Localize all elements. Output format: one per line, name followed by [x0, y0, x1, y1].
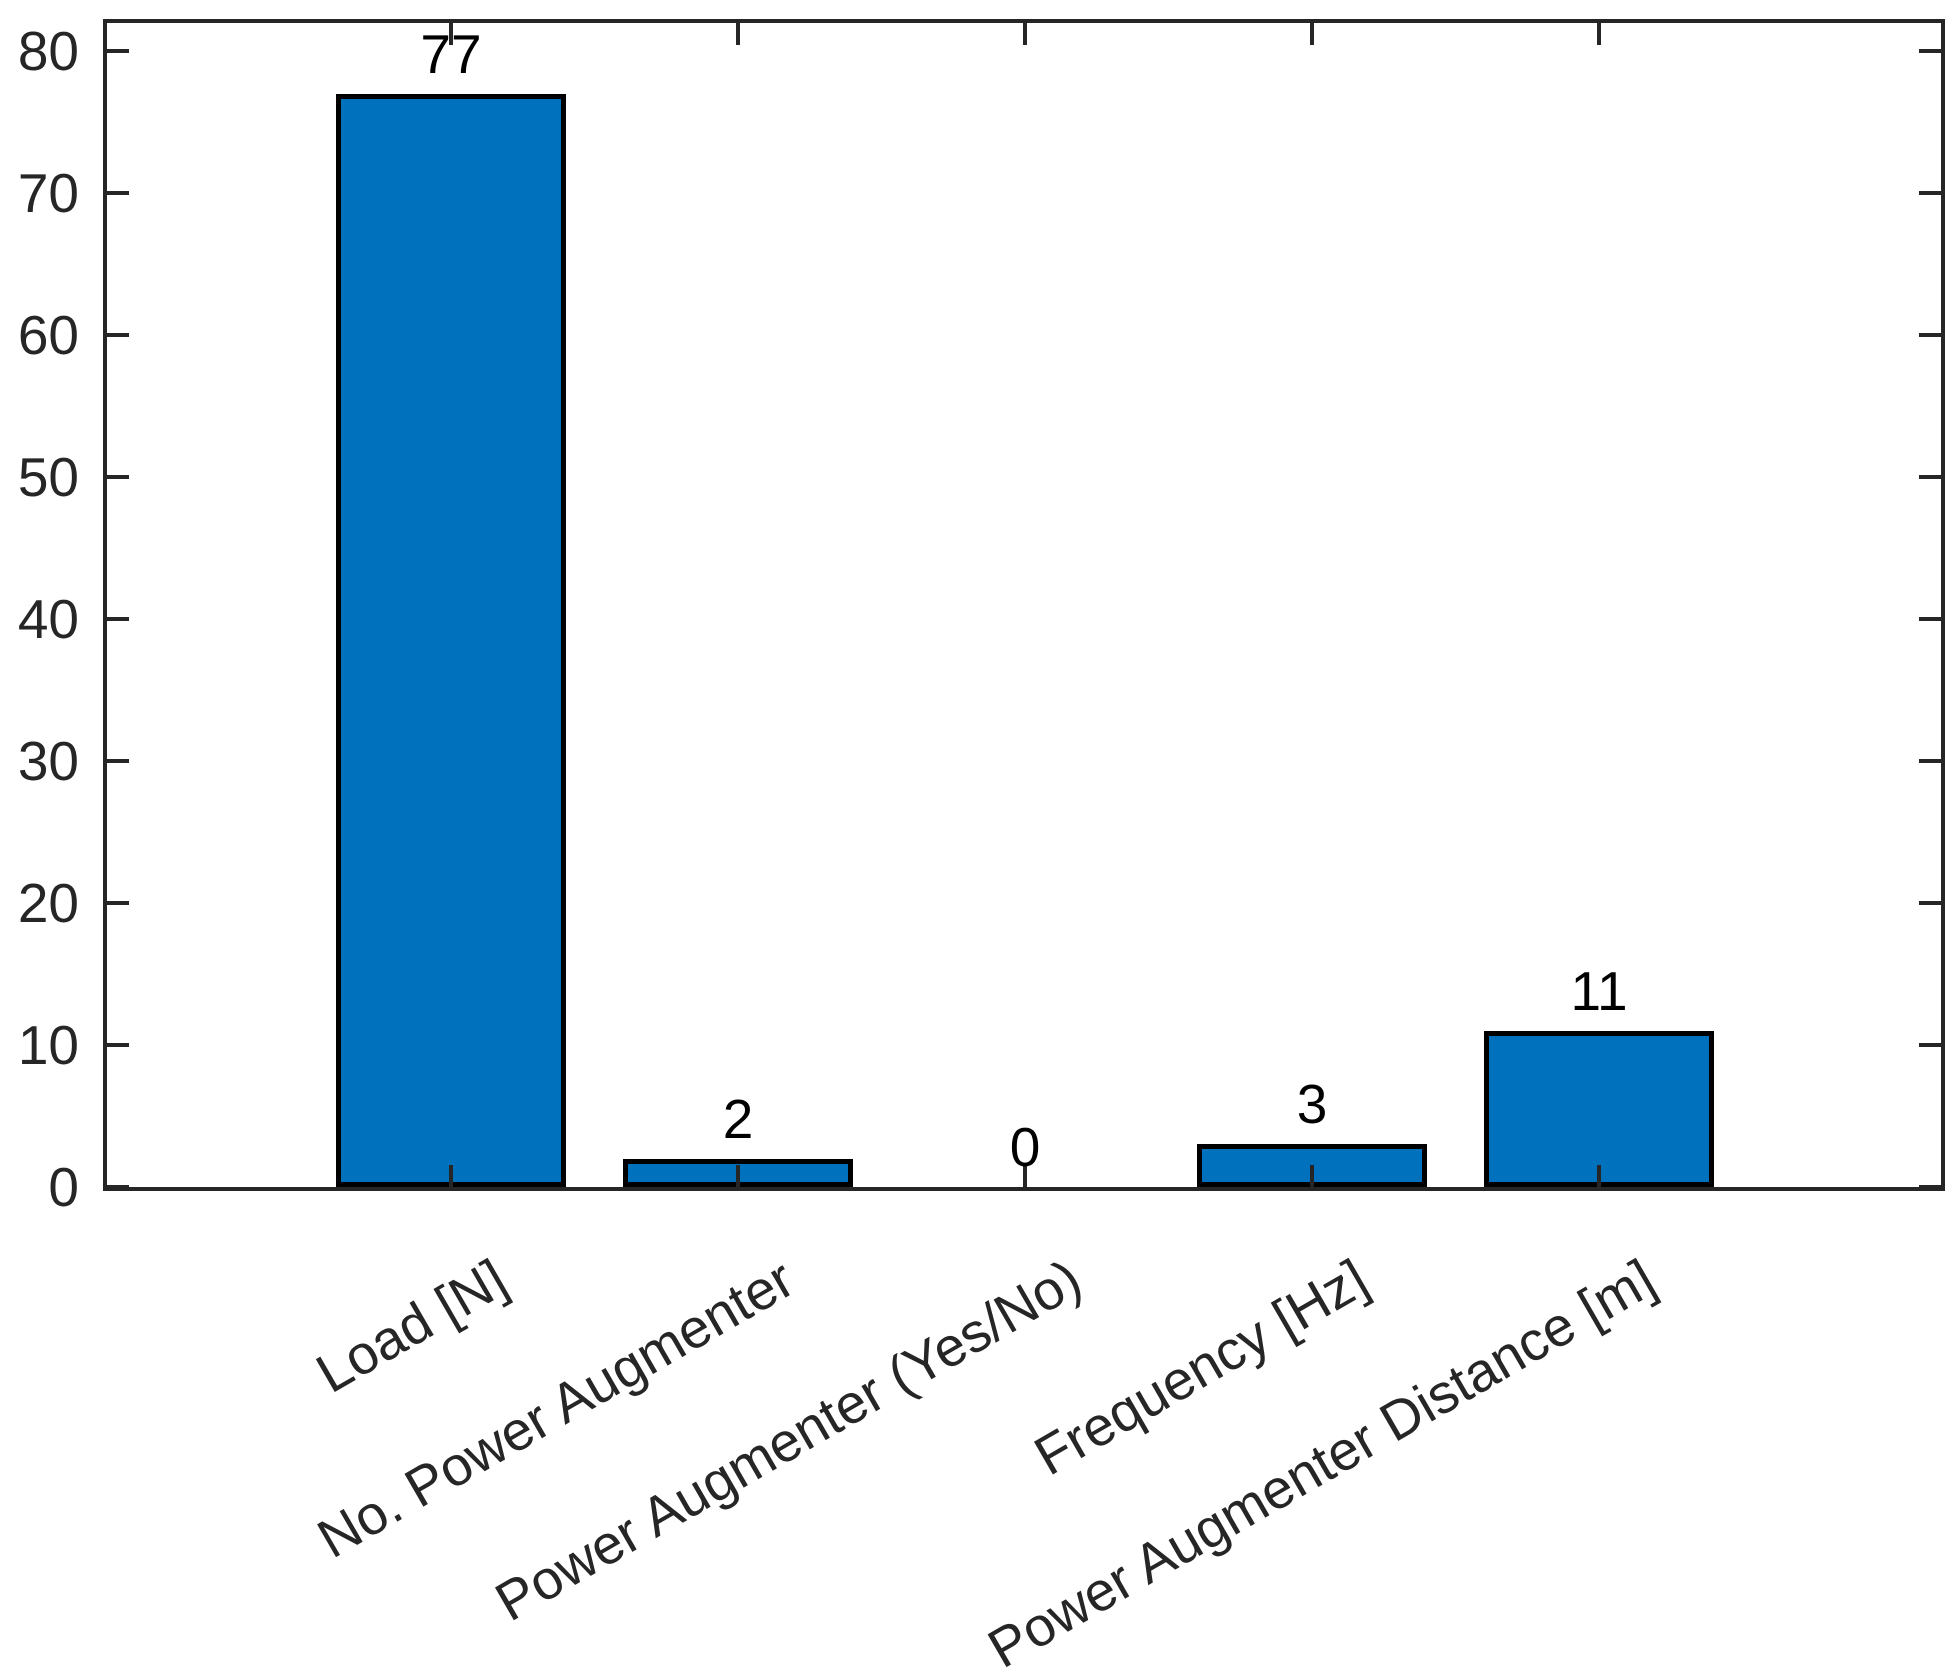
- y-axis-tick-right: [1919, 901, 1941, 906]
- x-axis-tick-top: [736, 23, 740, 45]
- y-axis-tick-right: [1919, 759, 1941, 764]
- y-tick-label: 10: [17, 1014, 79, 1077]
- x-axis-tick-bottom: [1023, 1165, 1027, 1187]
- y-axis-tick-right: [1919, 1043, 1941, 1048]
- y-axis-tick-right: [1919, 1185, 1941, 1189]
- x-tick-label: No. Power Augmenter: [307, 1247, 804, 1570]
- bar-value-label: 2: [722, 1087, 754, 1150]
- y-axis-tick-left: [107, 333, 129, 338]
- bar-value-label: 0: [1009, 1116, 1041, 1178]
- y-axis-tick-left: [107, 759, 129, 764]
- x-axis-tick-top: [449, 23, 453, 45]
- y-tick-label: 40: [17, 588, 79, 651]
- y-axis-tick-left: [107, 1043, 129, 1048]
- y-axis-tick-left: [107, 191, 129, 196]
- y-tick-label: 80: [17, 20, 79, 83]
- x-tick-label: Load [N]: [305, 1247, 517, 1405]
- y-tick-label: 60: [17, 304, 79, 367]
- bar-value-label: 3: [1296, 1073, 1328, 1136]
- y-axis-tick-right: [1919, 475, 1941, 480]
- x-axis-tick-top: [1310, 23, 1314, 45]
- y-axis-tick-right: [1919, 191, 1941, 196]
- plot-area: 0 10 20 30 40 50 60 70 80 77 Load [N] 2 No. Power Au…: [18, 19, 1945, 1672]
- y-tick-label: 70: [17, 162, 79, 225]
- bar-value-label: 11: [1570, 959, 1628, 1022]
- y-axis-tick-left: [107, 901, 129, 906]
- y-tick-label: 0: [48, 1156, 79, 1218]
- y-axis-tick-right: [1919, 617, 1941, 622]
- y-axis-tick-left: [107, 617, 129, 622]
- y-axis-tick-right: [1919, 333, 1941, 338]
- y-axis-tick-right: [1919, 49, 1941, 54]
- x-axis-tick-bottom: [449, 1165, 453, 1187]
- y-axis-tick-left: [107, 475, 129, 480]
- x-axis-tick-top: [1023, 23, 1027, 45]
- y-axis-tick-left: [107, 1185, 129, 1189]
- x-axis-tick-bottom: [736, 1165, 740, 1187]
- bar: [1484, 1030, 1714, 1187]
- y-tick-label: 20: [17, 872, 79, 935]
- y-tick-label: 30: [17, 730, 79, 793]
- bar: [336, 93, 566, 1187]
- x-axis-tick-bottom: [1597, 1165, 1601, 1187]
- x-axis-tick-bottom: [1310, 1165, 1314, 1187]
- y-tick-label: 50: [17, 446, 79, 509]
- x-axis-tick-top: [1597, 23, 1601, 45]
- bar-value-label: 77: [420, 22, 482, 85]
- y-axis-tick-left: [107, 49, 129, 54]
